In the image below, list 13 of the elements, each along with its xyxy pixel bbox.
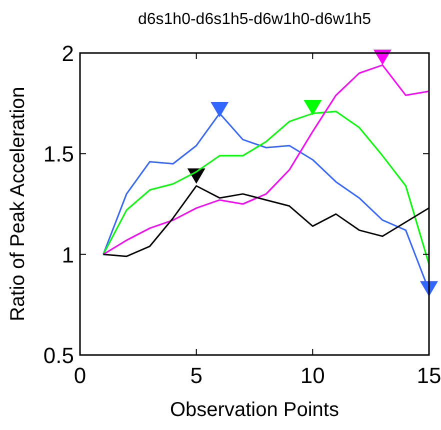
x-tick-label: 15 (416, 363, 441, 388)
chart-title: d6s1h0-d6s1h5-d6w1h0-d6w1h5 (138, 11, 372, 28)
x-axis-title: Observation Points (170, 399, 339, 421)
y-tick-label: 2 (62, 41, 74, 66)
point (304, 100, 322, 116)
y-tick-label: 0.5 (43, 343, 74, 368)
y-tick-label: 1 (62, 242, 74, 268)
point (210, 102, 229, 118)
y-axis-title: Ratio of Peak Acceleration (7, 86, 29, 322)
x-tick-label: 5 (190, 363, 202, 388)
x-tick-label: 0 (74, 363, 86, 388)
x-tick-label: 10 (300, 363, 325, 388)
y-tick-label: 1.5 (43, 142, 74, 167)
